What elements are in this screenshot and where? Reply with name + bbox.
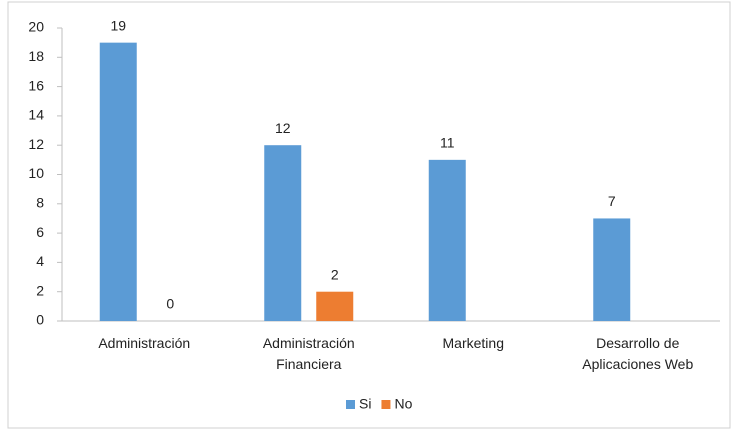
y-tick-label: 10	[28, 165, 44, 181]
y-tick-label: 8	[36, 195, 44, 211]
y-tick-label: 12	[28, 136, 44, 152]
bar	[593, 218, 631, 321]
bar	[316, 291, 354, 321]
bar	[264, 145, 302, 321]
y-tick-label: 16	[28, 77, 44, 93]
legend-swatch	[381, 400, 391, 409]
x-tick-label: Marketing	[443, 335, 504, 351]
data-label: 7	[608, 193, 616, 209]
bar	[99, 42, 137, 322]
y-tick-label: 14	[28, 107, 44, 123]
y-tick-label: 2	[36, 282, 44, 298]
y-tick-label: 6	[36, 224, 44, 240]
bar	[428, 159, 466, 321]
x-tick-label: Desarrollo de Aplicaciones Web	[582, 335, 693, 372]
legend-swatch	[346, 400, 355, 409]
data-label: 19	[110, 17, 126, 33]
x-tick-label: Administración	[98, 335, 190, 351]
y-tick-label: 18	[28, 48, 44, 64]
data-label: 11	[440, 135, 455, 151]
data-label: 2	[331, 266, 339, 282]
data-label: 0	[166, 296, 174, 312]
y-tick-label: 4	[36, 253, 44, 269]
y-tick-label: 20	[28, 19, 44, 35]
y-tick-label: 0	[36, 312, 44, 328]
legend-label: No	[394, 396, 412, 412]
legend-label: Si	[359, 396, 371, 412]
x-tick-label: Administración Financiera	[263, 335, 355, 372]
data-label: 12	[275, 120, 291, 136]
